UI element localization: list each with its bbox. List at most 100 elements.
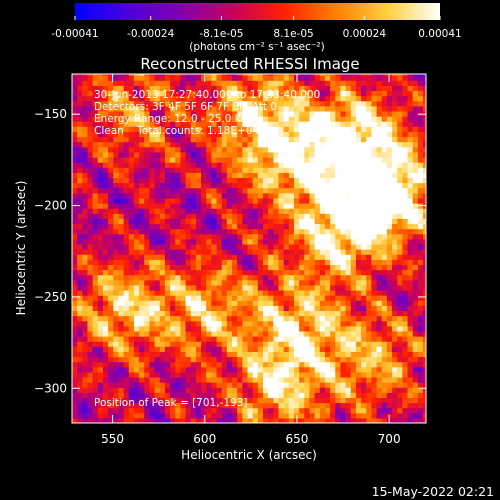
heatmap-cell (407, 341, 414, 347)
heatmap-cell (293, 264, 300, 271)
heatmap-cell (278, 300, 285, 306)
heatmap-cell (371, 315, 378, 322)
heatmap-cell (211, 402, 218, 409)
heatmap-cell (376, 315, 383, 322)
heatmap-cell (345, 382, 352, 388)
heatmap-cell (206, 192, 212, 199)
heatmap-cell (72, 75, 78, 81)
heatmap-cell (82, 407, 89, 414)
heatmap-cell (180, 151, 187, 158)
heatmap-cell (392, 407, 398, 414)
heatmap-cell (92, 203, 99, 209)
heatmap-cell (371, 336, 378, 342)
heatmap-cell (330, 126, 336, 132)
heatmap-cell (423, 238, 426, 245)
heatmap-cell (324, 259, 331, 265)
heatmap-cell (304, 336, 311, 342)
heatmap-cell (247, 223, 254, 230)
heatmap-cell (324, 376, 331, 383)
heatmap-cell (309, 126, 316, 132)
heatmap-cell (232, 361, 238, 368)
heatmap-cell (149, 95, 156, 102)
heatmap-cell (102, 371, 109, 378)
heatmap-cell (180, 75, 187, 81)
heatmap-cell (139, 177, 145, 184)
heatmap-cell (402, 356, 409, 363)
heatmap-cell (252, 310, 259, 317)
heatmap-cell (82, 336, 89, 342)
heatmap-cell (417, 336, 424, 342)
heatmap-cell (144, 146, 151, 153)
heatmap-cell (386, 289, 393, 296)
heatmap-cell (247, 167, 254, 173)
heatmap-cell (97, 192, 104, 199)
heatmap-cell (72, 336, 78, 342)
heatmap-cell (423, 356, 426, 363)
heatmap-cell (397, 310, 403, 317)
heatmap-cell (361, 136, 367, 143)
heatmap-cell (309, 289, 316, 296)
heatmap-cell (304, 141, 311, 148)
heatmap-cell (226, 110, 233, 117)
heatmap-cell (361, 341, 367, 347)
heatmap-cell (340, 218, 347, 225)
heatmap-cell (257, 177, 264, 184)
heatmap-cell (402, 126, 409, 132)
heatmap-cell (283, 259, 290, 265)
heatmap-cell (392, 141, 398, 148)
heatmap-cell (402, 131, 409, 138)
heatmap-cell (102, 126, 109, 132)
heatmap-cell (407, 197, 414, 204)
heatmap-cell (412, 167, 419, 173)
heatmap-cell (319, 310, 326, 317)
heatmap-cell (206, 167, 212, 173)
heatmap-cell (185, 151, 192, 158)
heatmap-cell (252, 167, 259, 173)
heatmap-cell (309, 121, 316, 127)
heatmap-cell (195, 387, 202, 393)
heatmap-cell (170, 417, 176, 423)
heatmap-cell (201, 320, 207, 327)
heatmap-cell (335, 167, 342, 173)
heatmap-cell (423, 264, 426, 271)
heatmap-cell (402, 407, 409, 414)
heatmap-cell (159, 141, 166, 148)
heatmap-cell (237, 361, 243, 368)
heatmap-cell (164, 387, 171, 393)
heatmap-cell (278, 151, 285, 158)
heatmap-cell (232, 177, 238, 184)
heatmap-cell (355, 136, 362, 143)
colorbar-tick-label: 0.00024 (343, 28, 387, 40)
heatmap-cell (185, 238, 192, 245)
heatmap-cell (252, 320, 259, 327)
heatmap-cell (87, 387, 94, 393)
heatmap-cell (392, 116, 398, 122)
heatmap-cell (392, 85, 398, 92)
heatmap-cell (273, 361, 280, 368)
heatmap-cell (232, 243, 238, 250)
heatmap-cell (288, 116, 295, 122)
heatmap-cell (170, 136, 176, 143)
heatmap-cell (190, 315, 197, 322)
heatmap-cell (175, 75, 182, 81)
heatmap-cell (268, 208, 274, 214)
heatmap-cell (216, 90, 223, 97)
heatmap-cell (361, 95, 367, 102)
heatmap-cell (330, 238, 336, 245)
heatmap-cell (216, 167, 223, 173)
heatmap-cell (407, 259, 414, 265)
heatmap-cell (144, 284, 151, 291)
heatmap-cell (263, 412, 269, 419)
heatmap-cell (309, 141, 316, 148)
heatmap-cell (273, 243, 280, 250)
heatmap-cell (376, 295, 383, 301)
heatmap-cell (309, 402, 316, 409)
heatmap-cell (77, 167, 83, 173)
heatmap-cell (185, 259, 192, 265)
heatmap-cell (170, 402, 176, 409)
heatmap-cell (123, 254, 130, 260)
heatmap-cell (366, 417, 373, 423)
heatmap-cell (175, 203, 182, 209)
heatmap-cell (314, 80, 321, 86)
heatmap-cell (247, 320, 254, 327)
